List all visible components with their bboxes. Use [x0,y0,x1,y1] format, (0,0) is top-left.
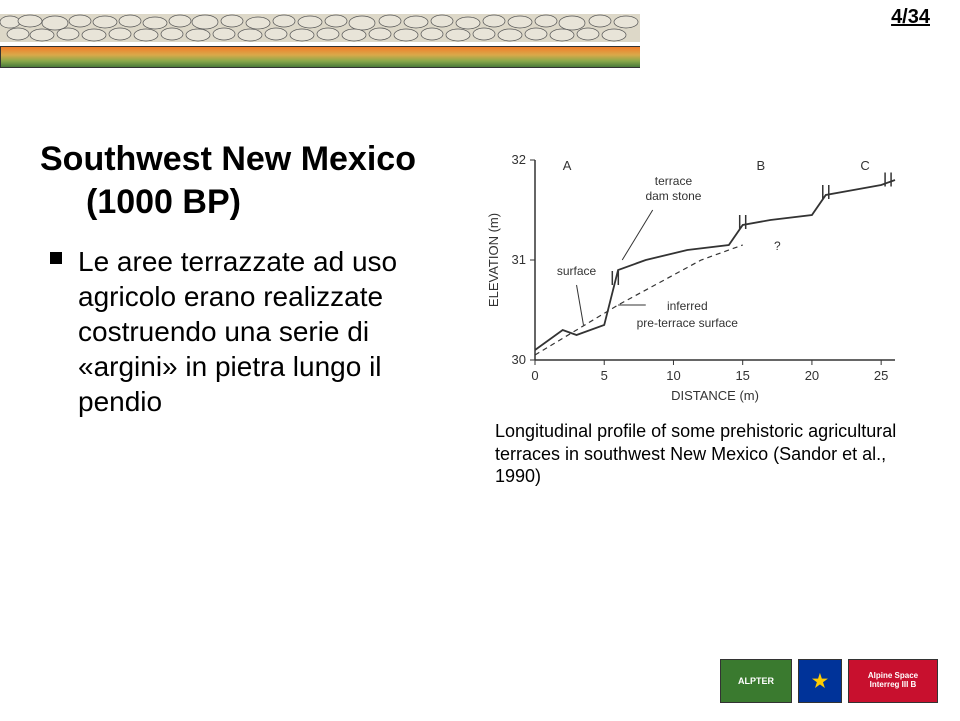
svg-text:30: 30 [512,352,526,367]
svg-text:5: 5 [601,368,608,383]
svg-text:15: 15 [735,368,749,383]
svg-text:A: A [563,158,572,173]
page-number: 4/34 [891,6,930,29]
alpter-logo: ALPTER [720,659,792,703]
svg-text:inferred: inferred [667,299,708,313]
eu-flag-logo: ★ [798,659,842,703]
svg-text:0: 0 [531,368,538,383]
svg-text:dam stone: dam stone [645,189,701,203]
elevation-chart: 30 31 32 0 5 10 15 20 25 ELEVATION (m) DISTANCE (m… [480,150,920,430]
svg-text:DISTANCE (m): DISTANCE (m) [671,388,759,403]
alpter-logo-text: ALPTER [738,676,774,686]
svg-text:surface: surface [557,264,597,278]
bullet-text: Le aree terrazzate ad uso agricolo erano… [78,244,460,419]
alpine-space-logo: Alpine Space Interreg III B [848,659,938,703]
svg-text:pre-terrace surface: pre-terrace surface [637,316,739,330]
gradient-bar [0,46,640,68]
svg-text:C: C [860,158,869,173]
footer-logos: ALPTER ★ Alpine Space Interreg III B [720,659,938,703]
slide-title-line2: (1000 BP) [86,183,460,222]
stone-wall-graphic [0,14,640,42]
alpine-logo-line2: Interreg III B [870,681,917,690]
svg-text:terrace: terrace [655,174,693,188]
eu-stars-icon: ★ [812,671,828,692]
slide-title-line1: Southwest New Mexico [40,140,460,179]
svg-text:?: ? [774,239,781,253]
svg-text:ELEVATION (m): ELEVATION (m) [486,213,501,307]
svg-text:20: 20 [805,368,819,383]
chart-caption: Longitudinal profile of some prehistoric… [495,420,905,488]
svg-text:31: 31 [512,252,526,267]
bullet-item: Le aree terrazzate ad uso agricolo erano… [50,244,460,419]
bullet-icon [50,252,62,264]
content-block: Southwest New Mexico (1000 BP) Le aree t… [40,140,460,419]
svg-text:25: 25 [874,368,888,383]
svg-text:32: 32 [512,152,526,167]
svg-text:10: 10 [666,368,680,383]
svg-text:B: B [757,158,766,173]
header-band [0,14,640,70]
